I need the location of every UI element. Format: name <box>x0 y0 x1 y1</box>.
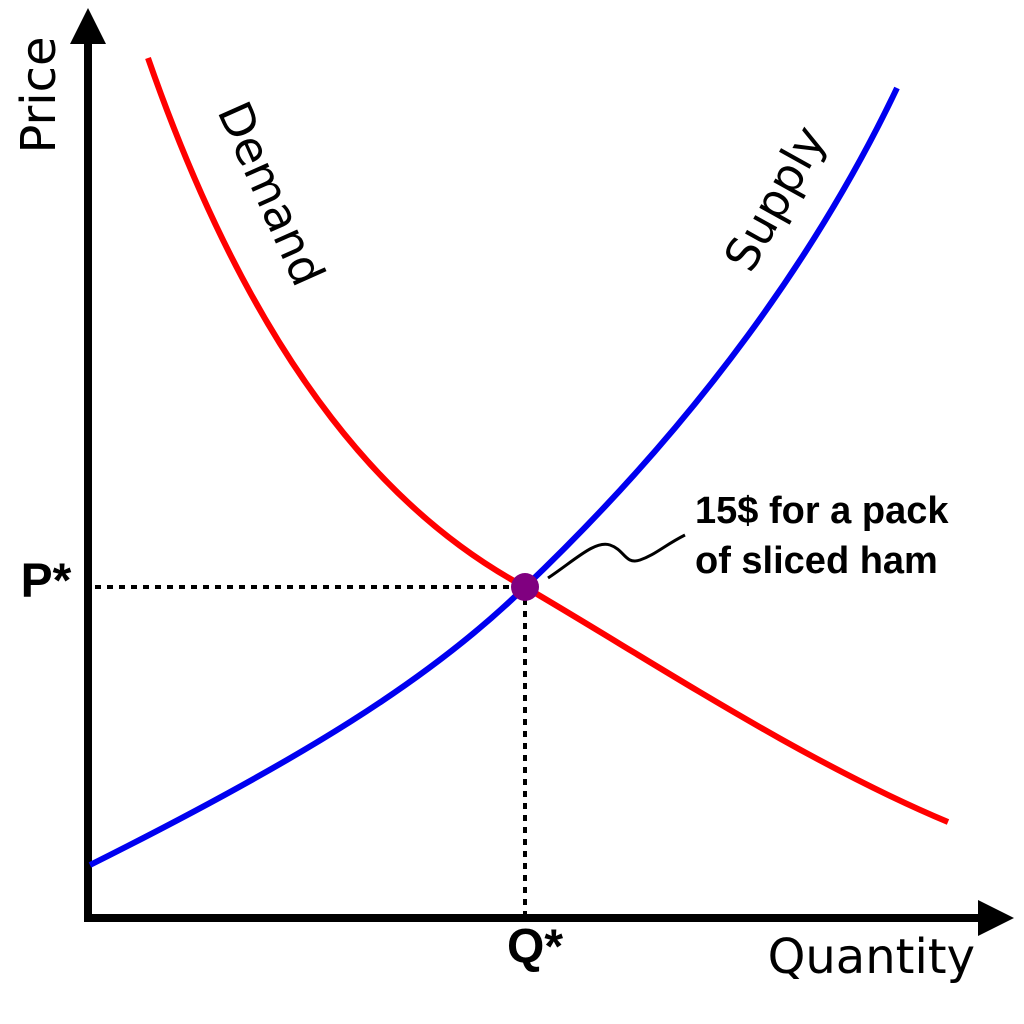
quantity-label: Q* <box>507 921 563 974</box>
price-label: P* <box>21 555 72 608</box>
x-axis-arrow <box>978 900 1014 936</box>
equilibrium-point <box>511 573 539 601</box>
supply-curve <box>88 86 900 868</box>
y-axis-label: Price <box>11 36 67 153</box>
demand-curve <box>145 57 950 825</box>
annotation-line: 15$ for a pack <box>695 490 949 532</box>
annotation-line: of sliced ham <box>695 540 938 582</box>
x-axis-label: Quantity <box>768 929 975 985</box>
y-axis-arrow <box>70 8 106 44</box>
annotation-leader <box>547 533 686 580</box>
